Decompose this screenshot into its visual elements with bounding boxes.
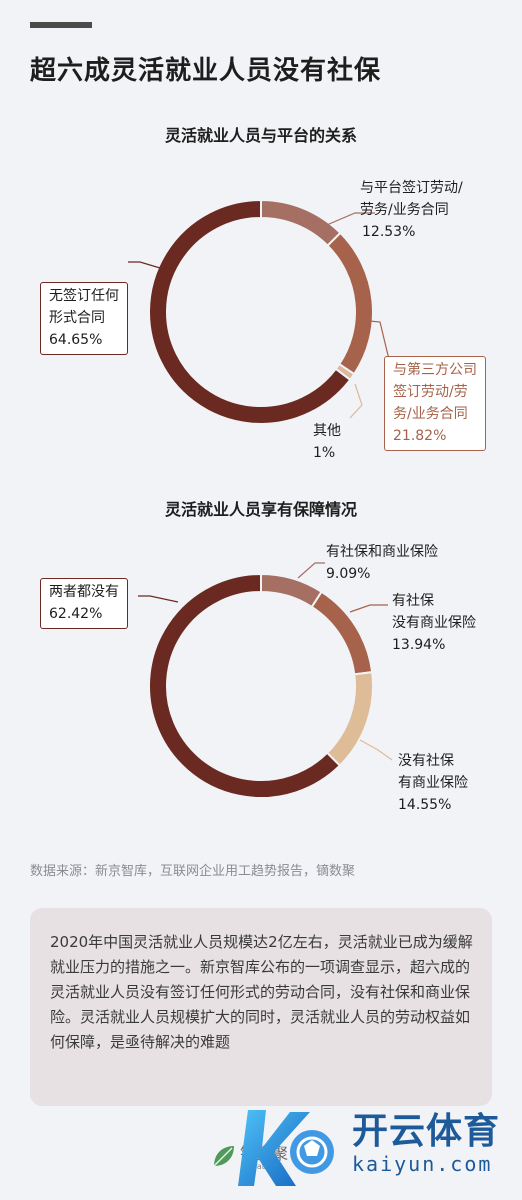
summary-box: 2020年中国灵活就业人员规模达2亿左右，灵活就业已成为缓解就业压力的措施之一。… xyxy=(30,908,492,1106)
leader-line-1-2 xyxy=(349,383,363,419)
leader-line-2-0 xyxy=(297,562,325,579)
donut-chart-1 xyxy=(128,198,393,425)
slice-label-2-3: 两者都没有 62.42% xyxy=(40,578,128,629)
leader-line-1-3 xyxy=(128,261,161,269)
brand-name-cn: 开云体育 xyxy=(352,1111,501,1152)
chart-1-title: 灵活就业人员与平台的关系 xyxy=(164,126,357,145)
slice-label-2-0: 有社保和商业保险 9.09% xyxy=(326,544,438,582)
page-title: 超六成灵活就业人员没有社保 xyxy=(30,56,382,86)
kaiyun-logo-icon xyxy=(238,1110,334,1186)
leader-line-2-2 xyxy=(359,739,393,761)
kaiyun-brand: 开云体育 kaiyun.com xyxy=(352,1111,501,1177)
leaf-icon xyxy=(213,1146,234,1167)
donut-2-slice-3 xyxy=(148,572,342,799)
data-source: 数据来源：新京智库，互联网企业用工趋势报告，镝数聚 xyxy=(30,864,356,879)
slice-label-1-1: 与第三方公司 签订劳动/劳 务/业务合同 21.82% xyxy=(384,356,486,451)
leader-line-2-1 xyxy=(349,604,388,613)
summary-text: 2020年中国灵活就业人员规模达2亿左右，灵活就业已成为缓解就业压力的措施之一。… xyxy=(50,933,473,1051)
dydata-watermark-url: dydata.io xyxy=(242,1162,280,1171)
slice-label-2-2: 没有社保 有商业保险 14.55% xyxy=(398,753,468,813)
leader-line-1-1 xyxy=(359,319,393,373)
leader-line-2-3 xyxy=(138,595,179,603)
donut-2-slice-0 xyxy=(260,572,323,609)
slice-label-2-1: 有社保 没有商业保险 13.94% xyxy=(392,593,476,653)
donut-2-slice-1 xyxy=(310,590,374,676)
donut-2-slice-2 xyxy=(325,671,374,768)
leader-line-1-0 xyxy=(314,212,375,231)
slice-label-1-3: 无签订任何 形式合同 64.65% xyxy=(40,282,128,355)
brand-name-en: kaiyun.com xyxy=(352,1152,493,1176)
donut-1-slice-0 xyxy=(260,198,342,248)
chart-2-title: 灵活就业人员享有保障情况 xyxy=(164,500,357,519)
donut-1-slice-3 xyxy=(148,198,352,425)
slice-label-1-0: 与平台签订劳动/ 劳务/业务合同 12.53% xyxy=(360,180,463,240)
donut-1-slice-1 xyxy=(326,231,374,376)
slice-label-1-2: 其他 1% xyxy=(313,423,341,461)
title-accent-bar xyxy=(30,22,92,28)
donut-chart-2 xyxy=(138,562,393,799)
